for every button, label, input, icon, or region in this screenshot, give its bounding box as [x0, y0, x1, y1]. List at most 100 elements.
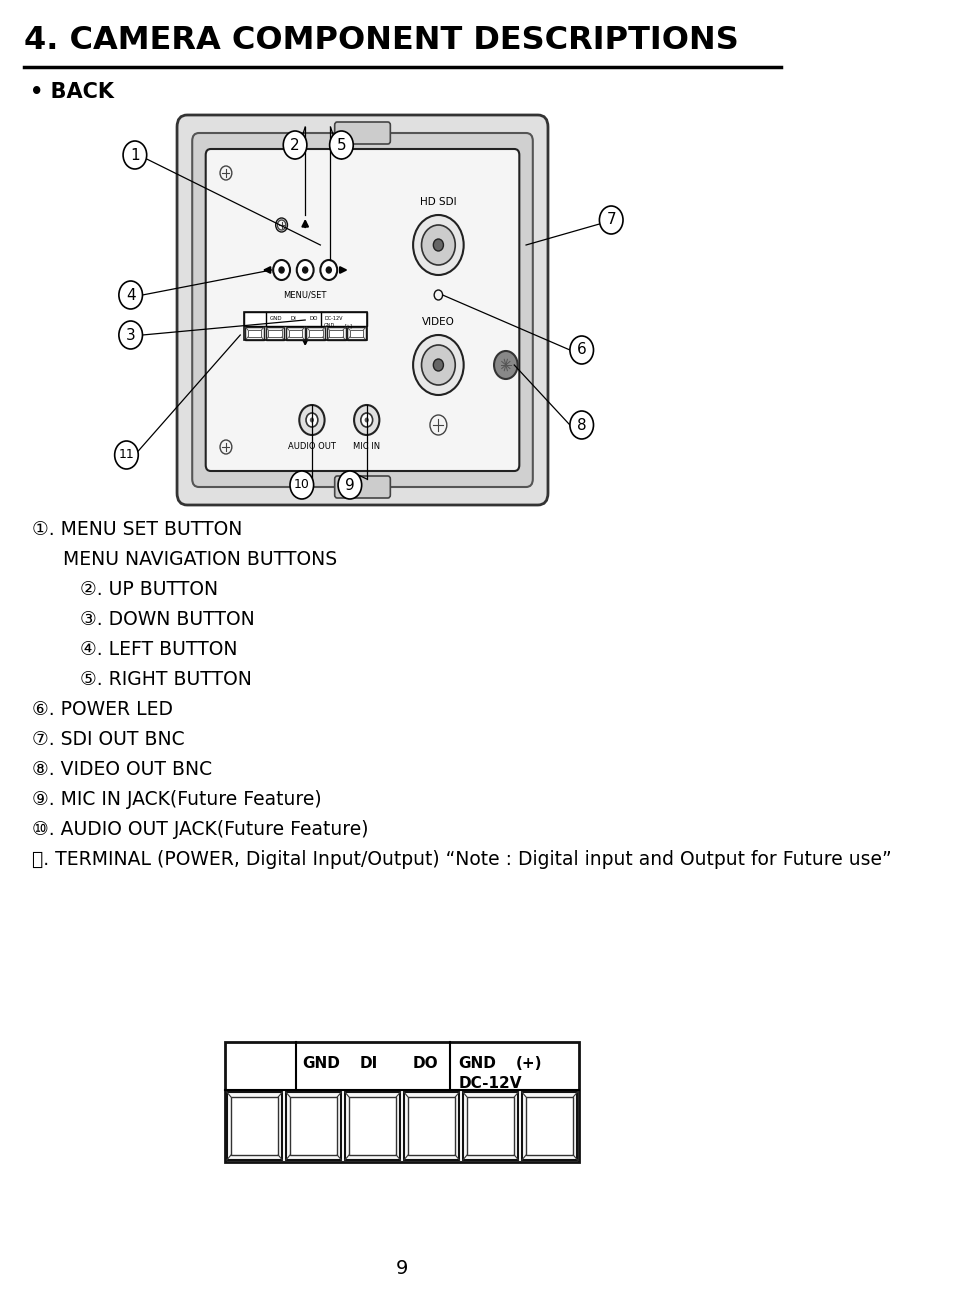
- Text: DO: DO: [309, 317, 317, 321]
- Text: GND: GND: [324, 324, 335, 328]
- Circle shape: [569, 335, 593, 364]
- Text: DC-12V: DC-12V: [457, 1076, 521, 1091]
- Text: VIDEO: VIDEO: [421, 317, 455, 328]
- Text: MENU NAVIGATION BUTTONS: MENU NAVIGATION BUTTONS: [63, 550, 337, 569]
- Text: 6: 6: [577, 342, 586, 358]
- Circle shape: [279, 267, 284, 272]
- Text: DC-12V: DC-12V: [324, 316, 342, 321]
- Text: ⑩. AUDIO OUT JACK(Future Feature): ⑩. AUDIO OUT JACK(Future Feature): [32, 820, 368, 838]
- FancyBboxPatch shape: [335, 122, 390, 144]
- Text: 11: 11: [118, 448, 134, 461]
- Bar: [266, 328, 284, 341]
- Text: 7: 7: [606, 212, 616, 228]
- Circle shape: [326, 267, 331, 272]
- Bar: [521, 1093, 577, 1159]
- Circle shape: [302, 267, 308, 272]
- Circle shape: [296, 259, 314, 280]
- Text: DI: DI: [290, 317, 295, 321]
- Bar: [248, 330, 261, 337]
- Text: 4. CAMERA COMPONENT DESCRIPTIONS: 4. CAMERA COMPONENT DESCRIPTIONS: [24, 25, 738, 56]
- Circle shape: [119, 321, 142, 348]
- Circle shape: [569, 411, 593, 439]
- Text: ⑪. TERMINAL (POWER, Digital Input/Output) “Note : Digital input and Output for F: ⑪. TERMINAL (POWER, Digital Input/Output…: [32, 850, 891, 869]
- Text: 10: 10: [294, 478, 310, 491]
- Text: ④. LEFT BUTTON: ④. LEFT BUTTON: [80, 641, 237, 659]
- Text: 4: 4: [126, 287, 135, 303]
- Circle shape: [337, 472, 361, 499]
- Text: MENU/SET: MENU/SET: [283, 290, 327, 299]
- Circle shape: [413, 215, 463, 275]
- FancyBboxPatch shape: [206, 149, 518, 472]
- Bar: [467, 1096, 514, 1155]
- Circle shape: [494, 351, 517, 379]
- Bar: [327, 328, 345, 341]
- Circle shape: [433, 238, 443, 252]
- Text: ②. UP BUTTON: ②. UP BUTTON: [80, 580, 218, 599]
- Text: 1: 1: [130, 148, 139, 162]
- Bar: [525, 1096, 573, 1155]
- Bar: [349, 1096, 395, 1155]
- Text: 3: 3: [126, 328, 135, 342]
- Text: GND: GND: [302, 1056, 340, 1072]
- Bar: [329, 330, 343, 337]
- Circle shape: [330, 131, 353, 159]
- Bar: [225, 1041, 578, 1162]
- Bar: [286, 328, 304, 341]
- FancyBboxPatch shape: [335, 476, 390, 498]
- Text: GND: GND: [457, 1056, 496, 1072]
- Bar: [245, 328, 264, 341]
- Circle shape: [310, 418, 314, 423]
- Bar: [286, 1093, 341, 1159]
- Bar: [268, 330, 281, 337]
- Text: 9: 9: [395, 1259, 408, 1277]
- Bar: [231, 1096, 278, 1155]
- Text: 9: 9: [345, 478, 355, 493]
- Bar: [347, 328, 366, 341]
- Bar: [227, 1093, 282, 1159]
- Circle shape: [320, 259, 336, 280]
- Circle shape: [306, 413, 317, 427]
- Circle shape: [123, 141, 147, 169]
- Circle shape: [360, 413, 373, 427]
- Text: 8: 8: [577, 418, 586, 432]
- Bar: [462, 1093, 517, 1159]
- Text: ⑧. VIDEO OUT BNC: ⑧. VIDEO OUT BNC: [32, 760, 212, 779]
- Text: 5: 5: [336, 138, 346, 152]
- Bar: [244, 312, 366, 341]
- Circle shape: [290, 472, 314, 499]
- Circle shape: [119, 282, 142, 309]
- Text: ⑨. MIC IN JACK(Future Feature): ⑨. MIC IN JACK(Future Feature): [32, 790, 321, 810]
- Text: MIC IN: MIC IN: [353, 441, 380, 451]
- Text: (+): (+): [516, 1056, 541, 1072]
- Circle shape: [598, 206, 622, 234]
- Text: DI: DI: [358, 1056, 377, 1072]
- Bar: [244, 312, 366, 326]
- Bar: [306, 328, 325, 341]
- Circle shape: [114, 441, 138, 469]
- Circle shape: [421, 225, 455, 265]
- Circle shape: [364, 418, 369, 423]
- Bar: [289, 330, 302, 337]
- Text: ③. DOWN BUTTON: ③. DOWN BUTTON: [80, 610, 254, 629]
- Text: GND: GND: [270, 317, 282, 321]
- FancyBboxPatch shape: [177, 115, 547, 504]
- Text: HD SDI: HD SDI: [419, 196, 456, 207]
- Bar: [309, 330, 322, 337]
- Circle shape: [354, 405, 379, 435]
- Text: ⑥. POWER LED: ⑥. POWER LED: [32, 700, 172, 719]
- Text: ⑤. RIGHT BUTTON: ⑤. RIGHT BUTTON: [80, 669, 252, 689]
- Bar: [290, 1096, 336, 1155]
- Text: ⑦. SDI OUT BNC: ⑦. SDI OUT BNC: [32, 730, 185, 749]
- Text: AUDIO OUT: AUDIO OUT: [288, 441, 335, 451]
- Text: • BACK: • BACK: [30, 83, 113, 102]
- Circle shape: [433, 359, 443, 371]
- Circle shape: [273, 259, 290, 280]
- FancyBboxPatch shape: [192, 134, 533, 487]
- Text: 2: 2: [290, 138, 299, 152]
- Circle shape: [283, 131, 307, 159]
- Text: DO: DO: [412, 1056, 437, 1072]
- Bar: [408, 1096, 455, 1155]
- Circle shape: [421, 345, 455, 385]
- Bar: [350, 330, 363, 337]
- Bar: [403, 1093, 459, 1159]
